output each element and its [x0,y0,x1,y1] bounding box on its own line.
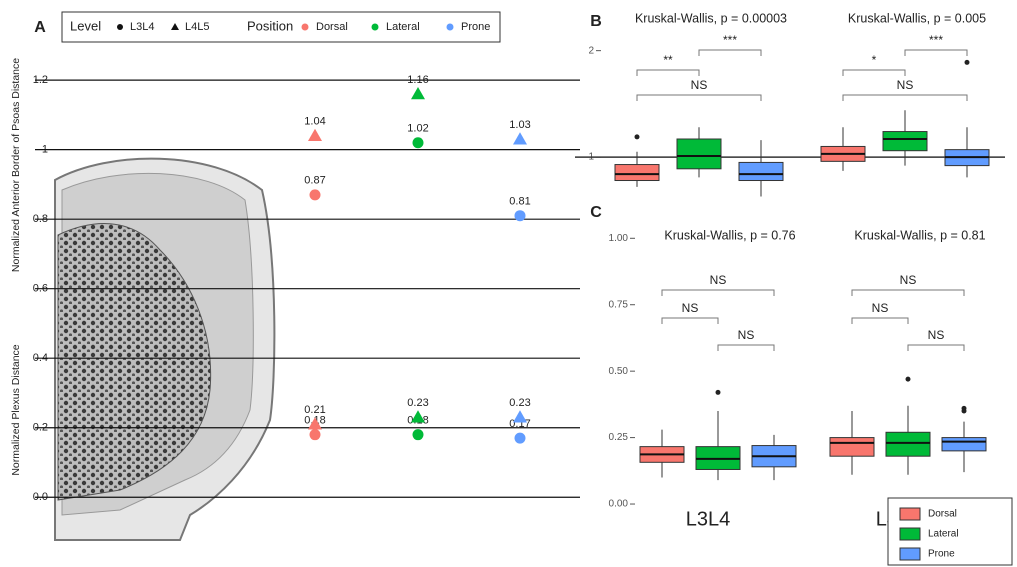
comparison-label: NS [682,301,699,315]
comparison-bracket [843,95,967,101]
box [615,165,659,181]
comparison-bracket [662,290,774,296]
figure: A0.00.20.40.60.811.2Normalized Anterior … [0,0,1017,567]
y-tick-label: 0.00 [609,499,629,510]
comparison-bracket [852,318,908,324]
point [310,429,321,440]
comparison-bracket [843,70,905,76]
legend-label: Prone [461,21,490,33]
test-label: Kruskal-Wallis, p = 0.81 [854,228,985,242]
y-tick-label: 2 [588,45,594,56]
comparison-bracket [905,50,967,56]
comparison-bracket [699,50,761,56]
point [413,429,424,440]
y-axis-label: Normalized Plexus Distance [10,344,22,475]
legend-key [900,508,920,520]
y-tick-label: 0.50 [609,366,629,377]
comparison-bracket [662,318,718,324]
point [411,87,425,99]
y-axis-label: Normalized Anterior Border of Psoas Dist… [10,58,22,272]
legend-symbol [117,24,123,30]
comparison-label: ** [663,53,673,67]
legend-key [900,548,920,560]
comparison-bracket [637,70,699,76]
bone-illustration [55,159,274,540]
value-label: 0.87 [304,175,325,187]
outlier [962,406,967,411]
comparison-label: NS [928,328,945,342]
legend-title: Position [247,18,293,33]
comparison-bracket [637,95,761,101]
outlier [965,60,970,65]
point [513,410,527,422]
comparison-label: *** [723,33,737,47]
y-tick-label: 0.75 [609,299,629,310]
box [739,162,783,180]
comparison-bracket [718,345,774,351]
value-label: 0.81 [509,196,530,208]
page: {"chart_data": [ {"type": "scatter", "pa… [0,0,1017,567]
point [310,189,321,200]
comparison-bracket [852,290,964,296]
box [830,438,874,457]
point [413,137,424,148]
point [513,132,527,144]
outlier [716,390,721,395]
panel-letter: C [590,204,602,221]
comparison-label: * [872,53,877,67]
value-label: 1.02 [407,123,428,135]
test-label: Kruskal-Wallis, p = 0.005 [848,11,986,25]
legend-symbol [372,24,379,31]
box [942,438,986,451]
box [886,432,930,456]
legend-key [900,528,920,540]
comparison-label: NS [900,273,917,287]
test-label: Kruskal-Wallis, p = 0.00003 [635,11,787,25]
legend-title: Level [70,18,101,33]
legend-label: Lateral [386,21,420,33]
point [308,129,322,141]
point [515,433,526,444]
y-tick-label: 0.25 [609,432,629,443]
outlier [635,134,640,139]
panel-letter: B [590,13,602,30]
legend-label: Dorsal [316,21,348,33]
comparison-label: *** [929,33,943,47]
box [883,132,927,151]
comparison-label: NS [897,78,914,92]
outlier [906,377,911,382]
box [677,139,721,169]
comparison-bracket [908,345,964,351]
test-label: Kruskal-Wallis, p = 0.76 [664,228,795,242]
group-label: L3L4 [686,508,731,530]
legend-label: Prone [928,549,955,560]
value-label: 0.23 [407,397,428,409]
comparison-label: NS [691,78,708,92]
legend-label: Dorsal [928,509,957,520]
value-label: 0.23 [509,397,530,409]
legend-label: Lateral [928,529,959,540]
legend-label: L3L4 [130,21,154,33]
value-label: 1.04 [304,116,325,128]
panel-letter: A [34,19,46,36]
value-label: 1.16 [407,74,428,86]
value-label: 0.21 [304,404,325,416]
legend-symbol [302,24,309,31]
legend-label: L4L5 [185,21,209,33]
comparison-label: NS [872,301,889,315]
value-label: 1.03 [509,119,530,131]
comparison-label: NS [738,328,755,342]
comparison-label: NS [710,273,727,287]
point [515,210,526,221]
y-tick-label: 1.00 [609,233,629,244]
legend-symbol [447,24,454,31]
